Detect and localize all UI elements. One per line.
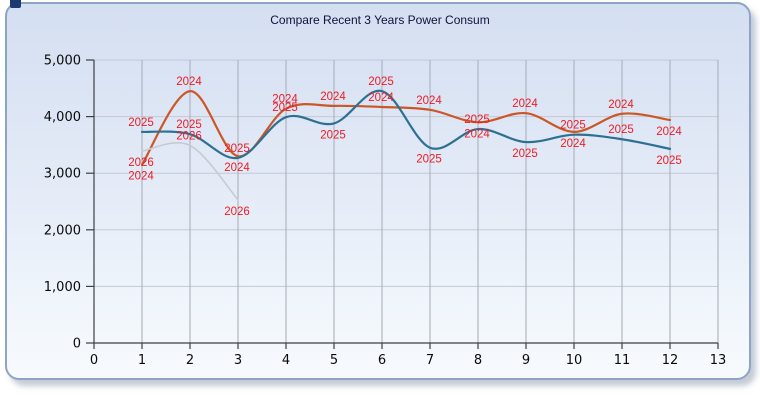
- point-label-2025: 2025: [512, 148, 538, 160]
- point-label-2025: 2025: [368, 76, 394, 88]
- x-tick-label: 2: [186, 353, 194, 368]
- point-label-2026: 2026: [224, 206, 250, 218]
- x-tick-label: 8: [474, 353, 482, 368]
- x-tick-label: 7: [426, 353, 434, 368]
- point-label-2024: 2024: [272, 94, 298, 106]
- point-label-2024: 2024: [368, 92, 394, 104]
- series-line-2025: [140, 89, 672, 160]
- point-label-2024: 2024: [656, 126, 682, 138]
- x-tick-label: 13: [710, 353, 727, 368]
- series-line-2026: [141, 141, 239, 201]
- y-tick-label: 1,000: [44, 280, 81, 295]
- point-label-2025: 2025: [464, 114, 490, 126]
- x-tick-label: 5: [330, 353, 338, 368]
- x-tick-label: 6: [378, 353, 386, 368]
- point-label-2025: 2025: [272, 102, 298, 114]
- point-label-2024: 2024: [416, 95, 442, 107]
- point-label-2024: 2024: [560, 138, 586, 150]
- y-tick-label: 0: [73, 337, 81, 352]
- y-tick-label: 5,000: [44, 54, 81, 69]
- x-tick-label: 0: [90, 353, 98, 368]
- point-label-2024: 2024: [176, 76, 202, 88]
- y-tick-label: 3,000: [44, 167, 81, 182]
- point-label-2025: 2025: [224, 143, 250, 155]
- x-tick-label: 10: [566, 353, 583, 368]
- point-label-2026: 2026: [176, 130, 202, 142]
- point-label-2024: 2024: [128, 171, 154, 183]
- point-label-2024: 2024: [320, 91, 346, 103]
- point-label-2024: 2024: [464, 128, 490, 140]
- point-label-2025: 2025: [560, 120, 586, 132]
- point-label-2025: 2025: [656, 155, 682, 167]
- x-tick-label: 11: [614, 353, 631, 368]
- chart-panel: [5, 2, 751, 380]
- x-tick-label: 3: [234, 353, 242, 368]
- y-tick-label: 2,000: [44, 223, 81, 238]
- point-label-2025: 2025: [416, 154, 442, 166]
- point-label-2025: 2025: [608, 124, 634, 136]
- point-label-2024: 2024: [224, 162, 250, 174]
- window-corner-square: [10, 0, 21, 8]
- point-label-2025: 2025: [320, 129, 346, 141]
- x-tick-label: 9: [522, 353, 530, 368]
- chart-title: Compare Recent 3 Years Power Consum: [270, 13, 490, 27]
- point-label-2024: 2024: [512, 98, 538, 110]
- x-tick-label: 12: [662, 353, 679, 368]
- point-label-2026: 2026: [128, 157, 154, 169]
- point-label-2024: 2024: [608, 99, 634, 111]
- x-tick-label: 4: [282, 353, 290, 368]
- point-label-2025: 2025: [128, 117, 154, 129]
- y-tick-label: 4,000: [44, 110, 81, 125]
- point-label-2025: 2025: [176, 119, 202, 131]
- series-line-2024: [140, 90, 672, 166]
- x-tick-label: 1: [138, 353, 146, 368]
